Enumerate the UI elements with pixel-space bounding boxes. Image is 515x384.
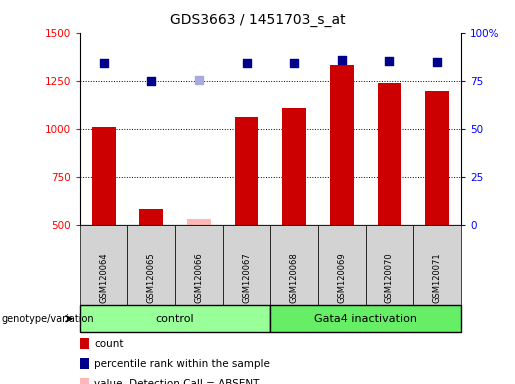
Text: GSM120068: GSM120068 <box>290 253 299 303</box>
Text: GSM120071: GSM120071 <box>433 253 441 303</box>
Point <box>385 58 393 65</box>
Point <box>433 60 441 66</box>
Bar <box>425 91 449 225</box>
Text: count: count <box>94 339 124 349</box>
Bar <box>330 65 354 225</box>
Point <box>147 78 156 84</box>
Bar <box>187 219 211 225</box>
Text: percentile rank within the sample: percentile rank within the sample <box>94 359 270 369</box>
Bar <box>92 127 115 225</box>
Text: value, Detection Call = ABSENT: value, Detection Call = ABSENT <box>94 379 260 384</box>
Text: GSM120066: GSM120066 <box>195 253 203 303</box>
Text: GSM120067: GSM120067 <box>242 253 251 303</box>
Bar <box>377 83 401 225</box>
Point <box>290 60 298 66</box>
Bar <box>282 108 306 225</box>
Text: GDS3663 / 1451703_s_at: GDS3663 / 1451703_s_at <box>169 13 346 27</box>
Point <box>243 60 251 66</box>
Text: Gata4 inactivation: Gata4 inactivation <box>314 314 417 324</box>
Bar <box>235 117 259 225</box>
Point <box>195 77 203 83</box>
Text: genotype/variation: genotype/variation <box>1 314 94 324</box>
Text: GSM120064: GSM120064 <box>99 253 108 303</box>
Text: control: control <box>156 314 195 324</box>
Text: GSM120070: GSM120070 <box>385 253 394 303</box>
Point <box>338 56 346 63</box>
Text: GSM120065: GSM120065 <box>147 253 156 303</box>
Point <box>99 60 108 66</box>
Text: GSM120069: GSM120069 <box>337 253 346 303</box>
Bar <box>140 209 163 225</box>
